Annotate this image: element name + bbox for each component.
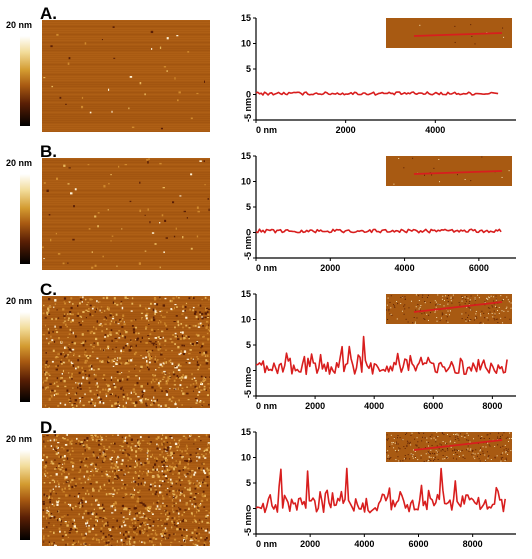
y-axis-label: -5 nm <box>243 236 253 260</box>
x-tick-label: 8000 <box>482 401 502 411</box>
height-scale-label: 20 nm <box>6 158 32 168</box>
afm-image <box>42 434 210 546</box>
profile-trace <box>256 229 501 233</box>
y-tick-label: 15 <box>241 151 251 161</box>
x-tick-label: 4000 <box>425 125 445 135</box>
afm-inset-image <box>386 18 512 48</box>
x-tick-label: 6000 <box>423 401 443 411</box>
afm-inset-image <box>386 294 512 324</box>
afm-inset-image <box>386 432 512 462</box>
y-tick-label: 15 <box>241 427 251 437</box>
y-axis-label: -5 nm <box>243 98 253 122</box>
height-scale-label: 20 nm <box>6 296 32 306</box>
x-tick-label: 4000 <box>364 401 384 411</box>
profile-trace <box>256 92 498 95</box>
y-tick-label: 5 <box>246 202 251 212</box>
height-color-scale <box>20 174 30 264</box>
height-color-scale <box>20 450 30 540</box>
x-tick-label: 0 nm <box>256 125 277 135</box>
x-tick-label: 2000 <box>336 125 356 135</box>
height-color-scale <box>20 36 30 126</box>
afm-image <box>42 296 210 408</box>
y-tick-label: 10 <box>241 177 251 187</box>
y-tick-label: 10 <box>241 315 251 325</box>
x-tick-label: 0 nm <box>256 401 277 411</box>
y-tick-label: 15 <box>241 13 251 23</box>
profile-trace <box>256 337 507 375</box>
height-scale-label: 20 nm <box>6 434 32 444</box>
y-tick-label: 5 <box>246 340 251 350</box>
x-tick-label: 6000 <box>469 263 489 273</box>
x-tick-label: 0 nm <box>256 539 277 549</box>
afm-image <box>42 158 210 270</box>
profile-trace <box>256 468 505 512</box>
x-tick-label: 4000 <box>354 539 374 549</box>
y-tick-label: 10 <box>241 39 251 49</box>
x-tick-label: 2000 <box>300 539 320 549</box>
x-tick-label: 8000 <box>463 539 483 549</box>
x-tick-label: 2000 <box>320 263 340 273</box>
height-scale-label: 20 nm <box>6 20 32 30</box>
x-tick-label: 6000 <box>408 539 428 549</box>
y-tick-label: 5 <box>246 64 251 74</box>
x-tick-label: 2000 <box>305 401 325 411</box>
x-tick-label: 0 nm <box>256 263 277 273</box>
height-color-scale <box>20 312 30 402</box>
y-tick-label: 15 <box>241 289 251 299</box>
y-tick-label: 10 <box>241 453 251 463</box>
y-axis-label: -5 nm <box>243 374 253 398</box>
x-tick-label: 4000 <box>395 263 415 273</box>
afm-inset-image <box>386 156 512 186</box>
afm-image <box>42 20 210 132</box>
y-axis-label: -5 nm <box>243 512 253 536</box>
y-tick-label: 5 <box>246 478 251 488</box>
